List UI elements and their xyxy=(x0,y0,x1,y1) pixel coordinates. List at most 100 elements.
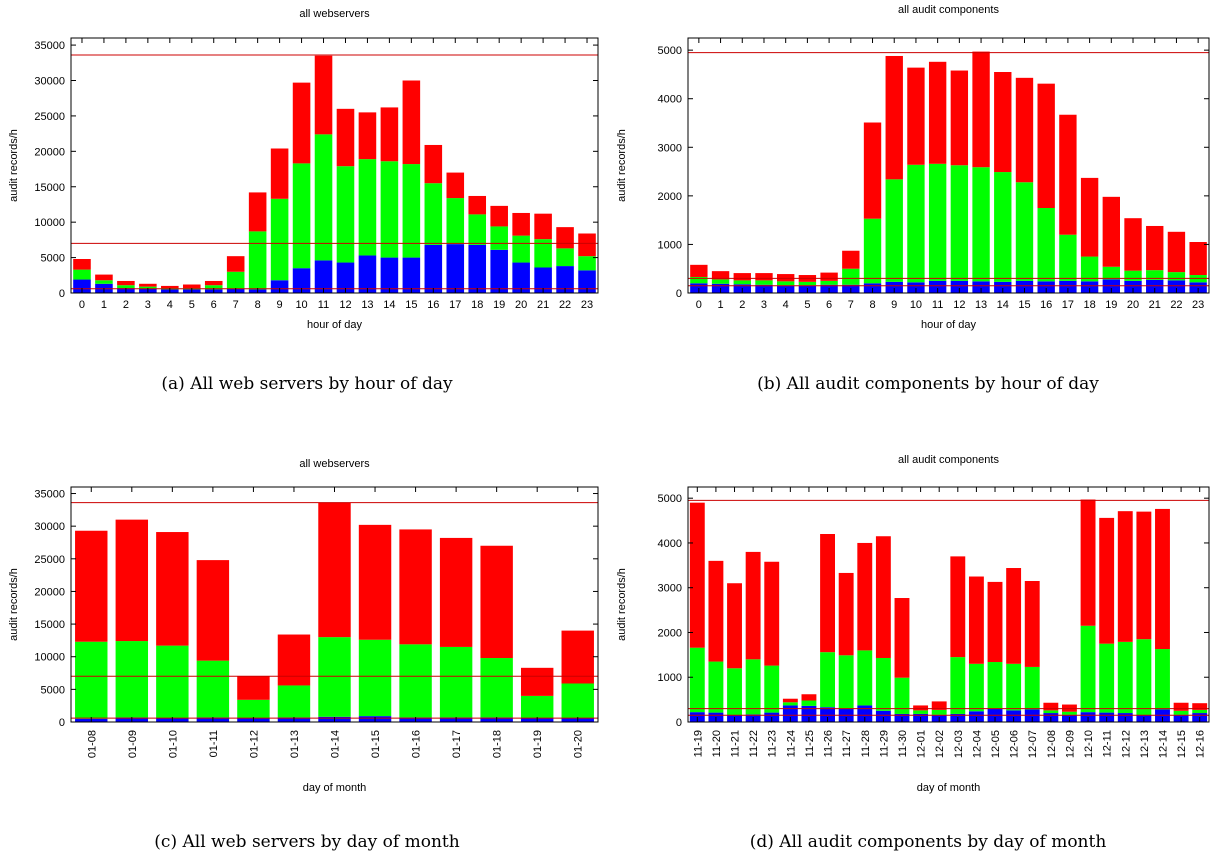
bar-top-12-03 xyxy=(950,556,966,658)
bar-top-12 xyxy=(950,70,969,166)
chart-title: all audit components xyxy=(898,4,999,16)
x-tick-label: 01-08 xyxy=(86,730,98,758)
bar-middle-18 xyxy=(468,214,487,245)
x-tick-label: 01-10 xyxy=(167,730,179,758)
chart-title: all webservers xyxy=(299,458,370,470)
bar-middle-01-09 xyxy=(115,641,149,718)
bar-top-15 xyxy=(1015,77,1034,183)
caption-a: (a) All web servers by hour of day xyxy=(161,374,453,394)
x-tick-label: 14 xyxy=(383,299,395,311)
bar-middle-11-25 xyxy=(801,700,817,706)
bar-middle-12-09 xyxy=(1062,711,1077,715)
x-tick-label: 10 xyxy=(910,299,922,311)
bar-top-12-02 xyxy=(931,701,947,710)
y-tick-label: 5000 xyxy=(41,684,65,696)
x-tick-label: 13 xyxy=(361,299,373,311)
caption-b: (b) All audit components by hour of day xyxy=(757,374,1099,394)
y-tick-label: 3000 xyxy=(658,142,682,154)
x-tick-label: 12 xyxy=(953,299,965,311)
bar-top-01-11 xyxy=(196,560,230,661)
bar-top-0 xyxy=(73,259,91,270)
x-tick-label: 19 xyxy=(1105,299,1117,311)
bar-middle-19 xyxy=(490,226,508,250)
bar-bottom-16 xyxy=(424,244,443,293)
y-tick-label: 25000 xyxy=(34,111,65,123)
bar-bottom-19 xyxy=(490,249,508,293)
x-tick-label: 01-19 xyxy=(532,730,544,758)
x-tick-label: 21 xyxy=(1149,299,1161,311)
y-tick-label: 1000 xyxy=(658,239,682,251)
bar-top-12-05 xyxy=(987,581,1003,663)
bar-middle-1 xyxy=(95,280,113,284)
bar-middle-9 xyxy=(270,198,289,281)
bar-bottom-11-24 xyxy=(782,705,798,722)
x-tick-label: 13 xyxy=(975,299,987,311)
x-tick-label: 11 xyxy=(318,299,329,311)
bar-middle-11-22 xyxy=(745,659,761,715)
bar-top-10 xyxy=(292,82,311,164)
bar-middle-0 xyxy=(73,269,91,280)
bar-bottom-17 xyxy=(446,244,465,294)
bar-middle-12-16 xyxy=(1192,709,1208,714)
chart-d: 0 1000 2000 3000 4000 5000 11-19 11-20 11-21 11-2… xyxy=(616,454,1210,794)
x-tick-label: 12-03 xyxy=(953,730,965,758)
bar-middle-22 xyxy=(1167,272,1186,281)
bar-top-01-08 xyxy=(75,530,108,642)
x-tick-label: 15 xyxy=(1018,299,1030,311)
x-tick-label: 12 xyxy=(339,299,351,311)
x-tick-label: 12-11 xyxy=(1102,730,1114,757)
x-tick-label: 01-18 xyxy=(492,730,504,758)
bar-middle-12-03 xyxy=(950,657,966,714)
bar-top-3 xyxy=(755,273,773,281)
bar-middle-01-13 xyxy=(277,685,311,718)
bar-middle-12-13 xyxy=(1136,639,1152,716)
bar-bottom-9 xyxy=(885,281,903,293)
bar-middle-01-17 xyxy=(439,646,473,718)
bar-top-21 xyxy=(1146,225,1164,271)
bar-top-01-18 xyxy=(480,545,513,659)
x-tick-label: 11 xyxy=(932,299,943,311)
bar-top-4 xyxy=(161,285,179,289)
bar-bottom-11-26 xyxy=(820,707,835,722)
x-tick-label: 12-10 xyxy=(1083,730,1095,758)
bar-middle-12 xyxy=(950,165,969,281)
x-tick-label: 11-30 xyxy=(897,730,909,757)
y-tick-label: 5000 xyxy=(41,253,65,265)
bar-top-11-24 xyxy=(782,698,798,703)
x-tick-label: 5 xyxy=(804,299,810,311)
x-tick-label: 12-05 xyxy=(990,730,1002,758)
bar-top-23 xyxy=(578,233,596,257)
bar-top-11-19 xyxy=(689,502,705,648)
bar-middle-01-10 xyxy=(156,645,189,719)
bar-top-12-06 xyxy=(1006,568,1022,664)
x-tick-label: 12-15 xyxy=(1176,730,1188,758)
bar-top-12-01 xyxy=(913,705,929,711)
bar-middle-11 xyxy=(314,134,333,261)
x-tick-label: 1 xyxy=(718,299,724,311)
bar-top-12-04 xyxy=(968,576,984,664)
x-tick-label: 12-02 xyxy=(934,730,946,758)
bar-top-12-07 xyxy=(1024,581,1040,667)
bar-top-12-08 xyxy=(1043,702,1059,711)
bar-top-2 xyxy=(117,280,135,286)
plot-frame xyxy=(687,37,1210,294)
x-tick-label: 12-07 xyxy=(1027,730,1039,758)
bar-middle-01-18 xyxy=(480,658,513,718)
bar-top-11-22 xyxy=(745,551,761,660)
bar-top-14 xyxy=(380,107,399,162)
bar-middle-01-11 xyxy=(196,660,230,718)
bar-middle-2 xyxy=(733,280,751,285)
y-tick-label: 10000 xyxy=(34,652,65,664)
bar-bottom-9 xyxy=(270,280,289,293)
x-tick-label: 11-23 xyxy=(767,730,779,757)
bar-top-01-12 xyxy=(237,676,270,700)
bar-middle-18 xyxy=(1080,256,1099,282)
bar-middle-10 xyxy=(907,164,925,283)
bar-bottom-15 xyxy=(402,257,421,293)
x-tick-label: 12-08 xyxy=(1046,730,1058,758)
bar-middle-12-15 xyxy=(1173,710,1189,715)
bar-top-19 xyxy=(1102,196,1120,267)
y-tick-label: 0 xyxy=(676,717,682,729)
bar-top-7 xyxy=(842,250,860,269)
